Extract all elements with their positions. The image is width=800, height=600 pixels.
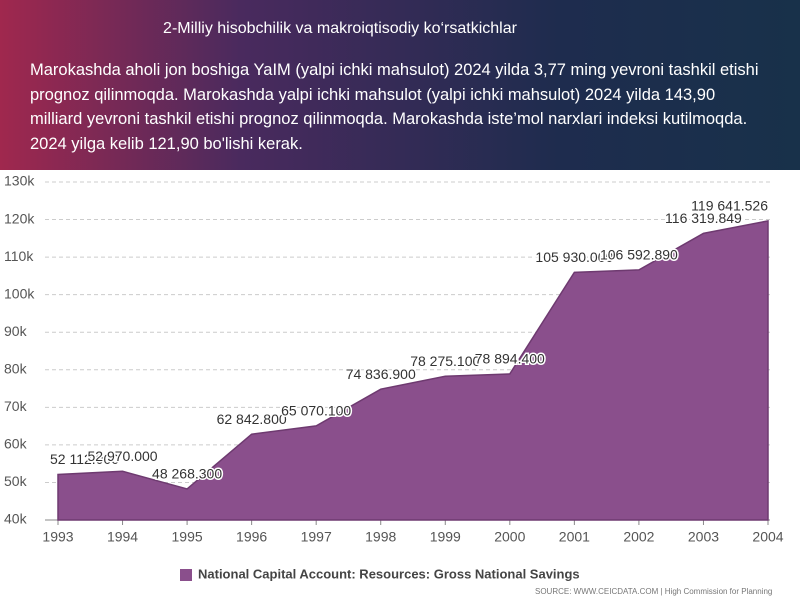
x-tick-label: 2000: [494, 529, 525, 545]
legend-swatch: [180, 569, 192, 581]
data-label: 52 970.000: [88, 448, 158, 464]
y-tick-label: 90k: [4, 323, 28, 339]
y-tick-label: 100k: [4, 285, 35, 301]
slide-title: 2-Milliy hisobchilik va makroiqtisodiy k…: [163, 20, 517, 37]
x-tick-label: 2004: [752, 529, 783, 545]
y-tick-label: 120k: [4, 210, 35, 226]
y-tick-label: 130k: [4, 173, 35, 189]
y-tick-label: 110k: [4, 248, 34, 264]
x-tick-label: 1994: [107, 529, 138, 545]
data-label: 62 842.800: [217, 411, 287, 427]
x-tick-label: 1997: [301, 529, 332, 545]
y-tick-label: 80k: [4, 360, 28, 376]
x-tick-label: 2002: [623, 529, 654, 545]
source: SOURCE: WWW.CEICDATA.COM | High Commissi…: [535, 587, 772, 596]
data-label: 78 894.400: [475, 351, 545, 367]
y-tick-label: 60k: [4, 436, 28, 452]
x-tick-label: 2003: [688, 529, 719, 545]
data-label: 105 930.000: [535, 249, 613, 265]
y-tick-label: 70k: [4, 398, 28, 414]
data-label: 78 275.100: [410, 353, 480, 369]
x-tick-label: 1995: [172, 529, 203, 545]
header-background: [0, 0, 800, 170]
x-tick-label: 1996: [236, 529, 267, 545]
x-tick-label: 1993: [42, 529, 73, 545]
x-tick-label: 1999: [430, 529, 461, 545]
legend-label: National Capital Account: Resources: Gro…: [198, 566, 580, 581]
x-tick-label: 2001: [559, 529, 590, 545]
slide-text: Marokashda aholi jon boshiga YaIM (yalpi…: [30, 61, 759, 153]
area: [57, 219, 769, 521]
y-tick-label: 40k: [4, 511, 28, 527]
chart: 40k 50k 60k 70k 80k 90k 100k 110k 120k 130k 1993 19…: [0, 170, 800, 600]
data-label: 116 319.849: [665, 210, 742, 226]
y-tick-label: 50k: [4, 473, 28, 489]
data-label: 52 112.000: [50, 451, 119, 467]
data-label: 48 268.300: [152, 466, 222, 482]
data-label: 106 592.890: [600, 247, 678, 263]
data-label: 119 641.526: [691, 198, 768, 214]
x-tick-label: 1998: [365, 529, 396, 545]
data-label: 65 070.100: [281, 403, 351, 419]
data-label: 74 836.900: [346, 366, 416, 382]
